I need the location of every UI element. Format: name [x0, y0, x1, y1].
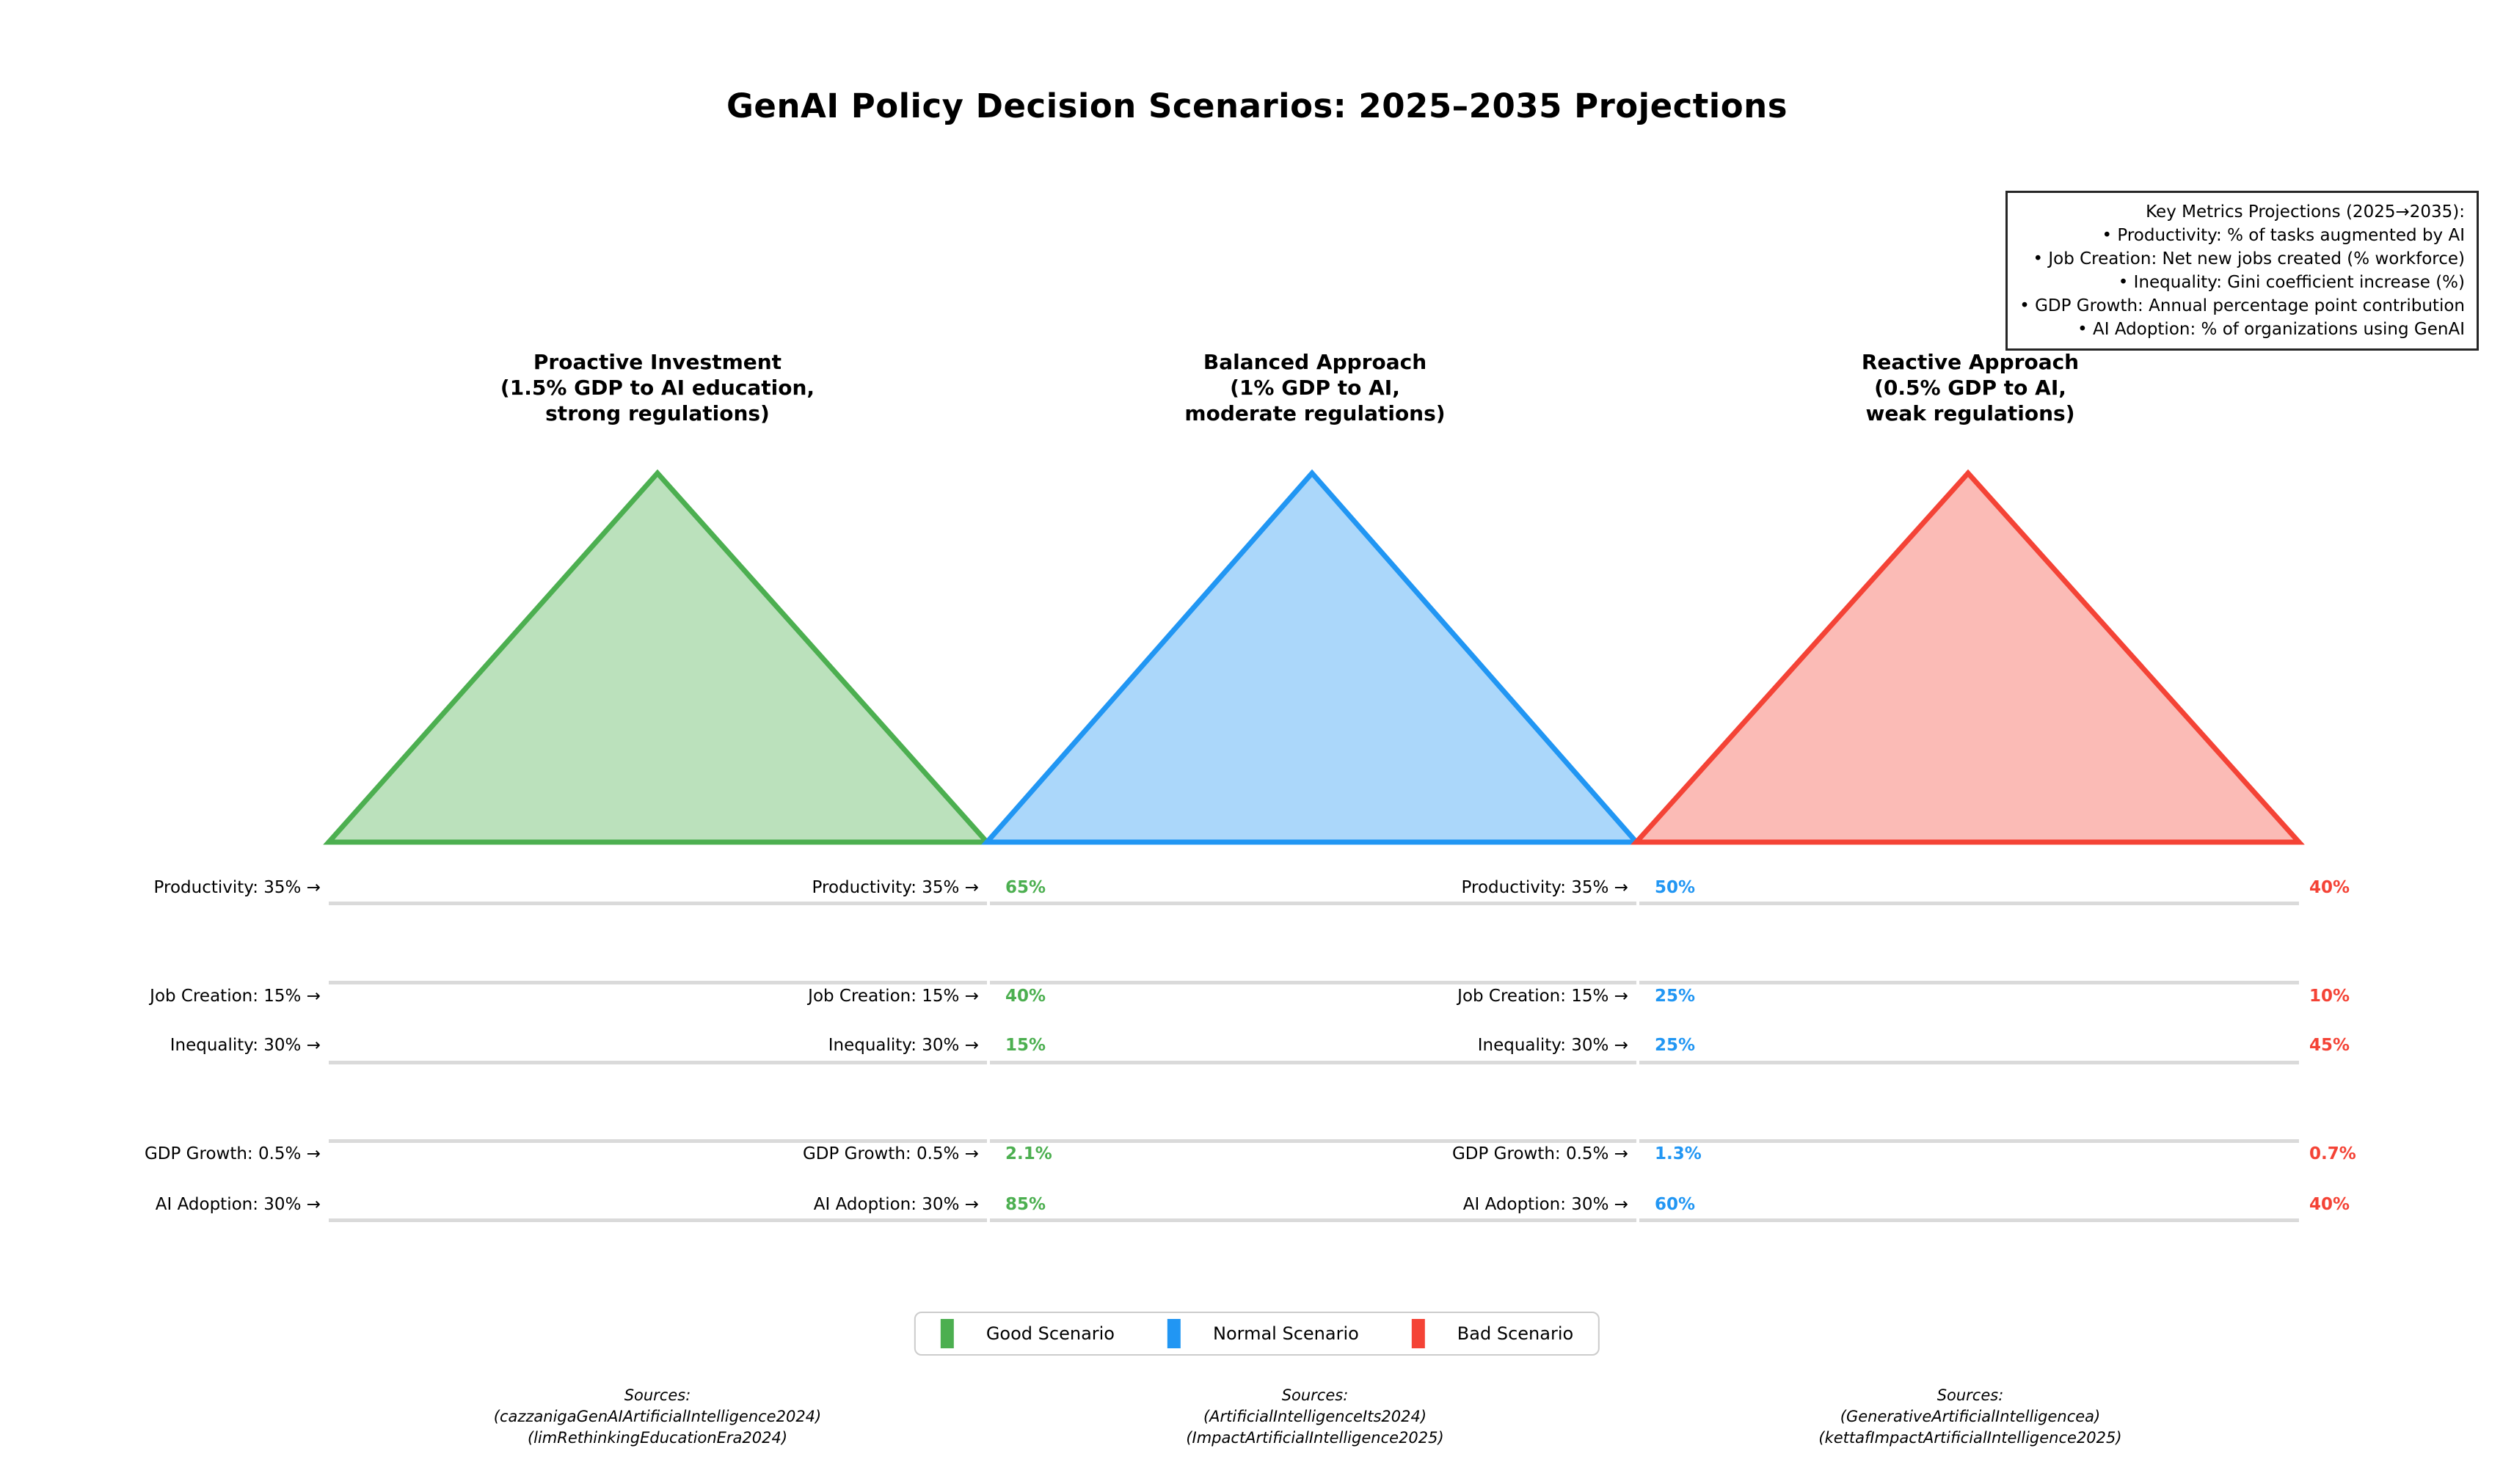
metric-baseline	[990, 902, 1636, 905]
metric-value-good: 15%	[1005, 1036, 1046, 1055]
metric-value-good: 2.1%	[1005, 1144, 1052, 1163]
metric-start-label: Inequality: 30% →	[828, 1036, 979, 1055]
key-metrics-bullet: • GDP Growth: Annual percentage point co…	[2019, 296, 2465, 315]
metric-baseline	[329, 902, 987, 905]
metric-start-label: Productivity: 35% →	[1461, 878, 1628, 897]
sources-line: Sources:	[624, 1386, 691, 1404]
metric-baseline	[1639, 1139, 2299, 1143]
metric-baseline	[1639, 981, 2299, 984]
metric-baseline	[990, 1218, 1636, 1222]
metric-start-label: Inequality: 30% →	[1477, 1036, 1628, 1055]
sources-line: Sources:	[1281, 1386, 1349, 1404]
scenario-subtitle: moderate regulations)	[1184, 401, 1446, 425]
metric-start-label: Productivity: 35% →	[153, 878, 321, 897]
key-metrics-box: Key Metrics Projections (2025→2035): • P…	[2005, 191, 2479, 351]
metric-start-label: AI Adoption: 30% →	[155, 1195, 321, 1214]
metric-value-bad: 40%	[2309, 878, 2350, 897]
metric-value-good: 85%	[1005, 1195, 1046, 1214]
metric-start-label: AI Adoption: 30% →	[1462, 1195, 1628, 1214]
metric-value-bad: 45%	[2309, 1036, 2350, 1055]
bad-scenario-triangle	[1631, 469, 2305, 845]
legend-label: Normal Scenario	[1213, 1323, 1359, 1344]
metric-baseline	[329, 1139, 987, 1143]
metric-start-label: GDP Growth: 0.5% →	[802, 1144, 979, 1163]
sources-line: (ArtificialIntelligenceIts2024)	[1203, 1408, 1427, 1425]
metric-value-good: 65%	[1005, 878, 1046, 897]
sources-line: (limRethinkingEducationEra2024)	[527, 1429, 788, 1447]
metric-value-normal: 25%	[1655, 987, 1696, 1006]
scenario-title: Balanced Approach	[1203, 350, 1427, 374]
metric-value-bad: 10%	[2309, 987, 2350, 1006]
key-metrics-bullet: • AI Adoption: % of organizations using …	[2077, 320, 2465, 339]
sources-balanced: Sources: (ArtificialIntelligenceIts2024)…	[948, 1385, 1682, 1449]
sources-line: (ImpactArtificialIntelligence2025)	[1186, 1429, 1444, 1447]
metric-start-label: Productivity: 35% →	[812, 878, 979, 897]
metric-start-label: GDP Growth: 0.5% →	[144, 1144, 321, 1163]
bad-scenario-swatch-icon	[1411, 1319, 1425, 1348]
scenario-subtitle: (0.5% GDP to AI,	[1874, 376, 2066, 400]
legend: Good Scenario Normal Scenario Bad Scenar…	[914, 1312, 1600, 1356]
scenario-header-reactive: Reactive Approach (0.5% GDP to AI, weak …	[1603, 349, 2337, 426]
good-scenario-swatch-icon	[940, 1319, 954, 1348]
metric-baseline	[990, 1139, 1636, 1143]
chart-title: GenAI Policy Decision Scenarios: 2025–20…	[726, 87, 1788, 125]
metric-value-normal: 50%	[1655, 878, 1696, 897]
legend-item-normal: Normal Scenario	[1167, 1319, 1359, 1348]
metric-baseline	[1639, 1218, 2299, 1222]
metric-baseline	[1639, 1061, 2299, 1064]
metric-baseline	[1639, 902, 2299, 905]
metric-baseline	[990, 1061, 1636, 1064]
scenario-subtitle: (1.5% GDP to AI education,	[500, 376, 815, 400]
scenario-subtitle: strong regulations)	[545, 401, 770, 425]
key-metrics-heading: Key Metrics Projections (2025→2035):	[2146, 202, 2465, 222]
key-metrics-bullet: • Productivity: % of tasks augmented by …	[2102, 226, 2466, 245]
legend-label: Good Scenario	[985, 1323, 1115, 1344]
scenario-header-balanced: Balanced Approach (1% GDP to AI, moderat…	[948, 349, 1682, 426]
key-metrics-bullet: • Inequality: Gini coefficient increase …	[2118, 273, 2465, 292]
metric-start-label: AI Adoption: 30% →	[813, 1195, 979, 1214]
metric-start-label: GDP Growth: 0.5% →	[1451, 1144, 1628, 1163]
scenario-header-proactive: Proactive Investment (1.5% GDP to AI edu…	[291, 349, 1024, 426]
metric-baseline	[329, 1218, 987, 1222]
metric-start-label: Job Creation: 15% →	[150, 987, 321, 1006]
normal-scenario-swatch-icon	[1167, 1319, 1181, 1348]
sources-line: Sources:	[1936, 1386, 2004, 1404]
metric-start-label: Inequality: 30% →	[170, 1036, 321, 1055]
metric-start-label: Job Creation: 15% →	[808, 987, 979, 1006]
metric-start-label: Job Creation: 15% →	[1457, 987, 1628, 1006]
legend-label: Bad Scenario	[1457, 1323, 1574, 1344]
scenario-subtitle: (1% GDP to AI,	[1230, 376, 1400, 400]
scenario-subtitle: weak regulations)	[1865, 401, 2075, 425]
metric-value-normal: 1.3%	[1655, 1144, 1702, 1163]
sources-line: (cazzanigaGenAIArtificialIntelligence202…	[493, 1408, 822, 1425]
sources-proactive: Sources: (cazzanigaGenAIArtificialIntell…	[291, 1385, 1024, 1449]
legend-item-bad: Bad Scenario	[1411, 1319, 1574, 1348]
metric-baseline	[329, 981, 987, 984]
metric-value-normal: 25%	[1655, 1036, 1696, 1055]
metric-value-bad: 40%	[2309, 1195, 2350, 1214]
metric-baseline	[329, 1061, 987, 1064]
sources-line: (GenerativeArtificialIntelligencea)	[1840, 1408, 2101, 1425]
normal-scenario-triangle	[981, 469, 1642, 845]
sources-reactive: Sources: (GenerativeArtificialIntelligen…	[1603, 1385, 2337, 1449]
scenario-title: Reactive Approach	[1861, 350, 2080, 374]
good-scenario-triangle	[323, 469, 993, 845]
legend-item-good: Good Scenario	[940, 1319, 1115, 1348]
metric-value-good: 40%	[1005, 987, 1046, 1006]
metric-value-normal: 60%	[1655, 1195, 1696, 1214]
sources-line: (kettafImpactArtificialIntelligence2025)	[1818, 1429, 2122, 1447]
key-metrics-bullet: • Job Creation: Net new jobs created (% …	[2033, 249, 2465, 268]
metric-value-bad: 0.7%	[2309, 1144, 2356, 1163]
scenario-title: Proactive Investment	[533, 350, 782, 374]
metric-baseline	[990, 981, 1636, 984]
